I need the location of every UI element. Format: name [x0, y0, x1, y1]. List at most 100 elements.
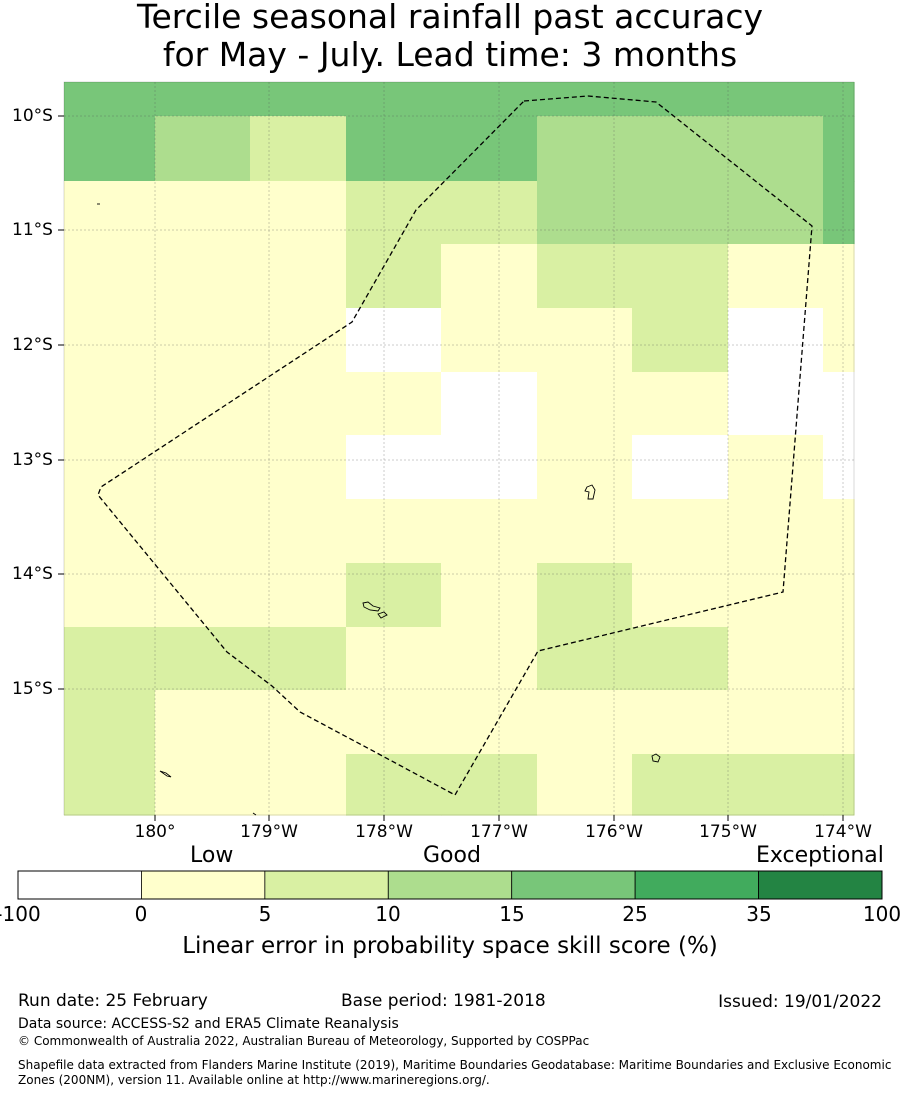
- skill-cell: [155, 372, 251, 436]
- run-date: Run date: 25 February: [18, 991, 208, 1011]
- skill-cell: [155, 754, 251, 816]
- skill-cell: [537, 116, 633, 182]
- skill-cell: [64, 754, 156, 816]
- lon-label-177w: 177°W: [470, 822, 528, 842]
- skill-cell: [155, 82, 251, 117]
- skill-cell: [346, 372, 442, 436]
- skill-cell: [537, 690, 633, 755]
- skill-cell: [250, 308, 347, 373]
- skill-cell: [250, 563, 347, 628]
- skill-cell: [250, 690, 347, 755]
- island-south: [252, 812, 257, 816]
- colorbar-label: Linear error in probability space skill …: [182, 933, 718, 959]
- skill-cell: [632, 116, 729, 182]
- shapefile-credit-line-2: Zones (200NM), version 11. Available onl…: [18, 1073, 490, 1087]
- skill-cell: [537, 754, 633, 816]
- skill-cell: [823, 435, 855, 500]
- skill-cell: [64, 435, 156, 500]
- colorbar-tick: 25: [622, 902, 648, 926]
- lat-label-13s: 13°S: [12, 450, 53, 470]
- skill-cell: [64, 308, 156, 373]
- skill-cell: [250, 435, 347, 500]
- colorbar-tick: -100: [0, 902, 41, 926]
- skill-cell: [346, 435, 442, 500]
- island-futuna: [651, 753, 661, 763]
- skill-cell: [632, 499, 729, 564]
- island-rotuma: [584, 484, 596, 500]
- lat-label-12s: 12°S: [12, 335, 53, 355]
- issued-date: Issued: 19/01/2022: [718, 992, 882, 1012]
- skill-cell: [346, 308, 442, 373]
- lat-label-15s: 15°S: [12, 679, 53, 699]
- lon-label-180: 180°: [134, 822, 176, 842]
- colorbar-tick: 15: [499, 902, 525, 926]
- skill-cell: [823, 627, 855, 691]
- legend-category-good: Good: [423, 843, 481, 868]
- skill-cell: [155, 116, 251, 182]
- skill-cell: [441, 754, 538, 816]
- lon-label-175w: 175°W: [699, 822, 757, 842]
- skill-cell: [155, 435, 251, 500]
- skill-cell: [250, 181, 347, 245]
- skill-cell: [537, 244, 633, 309]
- island-west: [159, 770, 172, 778]
- lon-label-179w: 179°W: [240, 822, 298, 842]
- skill-cell: [823, 499, 855, 564]
- skill-cell: [537, 308, 633, 373]
- skill-cell: [155, 563, 251, 628]
- colorbar-segment: [141, 870, 266, 900]
- skill-cell: [441, 372, 538, 436]
- title-line-1: Tercile seasonal rainfall past accuracy: [136, 0, 764, 36]
- skill-cell: [250, 372, 347, 436]
- skill-cell: [346, 627, 442, 691]
- skill-cell: [346, 754, 442, 816]
- skill-cell: [64, 690, 156, 755]
- skill-cell: [441, 82, 538, 117]
- skill-cell: [537, 181, 633, 245]
- skill-cell: [728, 435, 824, 500]
- skill-cell: [537, 563, 633, 628]
- skill-cell: [728, 627, 824, 691]
- copyright: © Commonwealth of Australia 2022, Austra…: [18, 1034, 590, 1048]
- skill-cell: [441, 308, 538, 373]
- skill-cell: [346, 563, 442, 628]
- skill-cell: [64, 116, 156, 182]
- skill-cell: [632, 181, 729, 245]
- skill-cell: [250, 754, 347, 816]
- skill-cell: [64, 244, 156, 309]
- eez-boundary: [97, 95, 813, 796]
- skill-cell: [64, 181, 156, 245]
- legend-category-exceptional: Exceptional: [756, 843, 884, 868]
- skill-cell: [632, 563, 729, 628]
- skill-cell: [728, 181, 824, 245]
- skill-cell: [823, 690, 855, 755]
- skill-cell: [823, 181, 855, 245]
- skill-cell: [64, 82, 156, 117]
- lon-ticks: [154, 815, 844, 821]
- skill-cell: [537, 499, 633, 564]
- skill-cell: [823, 563, 855, 628]
- skill-cell: [155, 499, 251, 564]
- skill-cell: [823, 116, 855, 182]
- skill-cell: [346, 499, 442, 564]
- skill-grid-cells: [64, 82, 855, 816]
- skill-cell: [728, 563, 824, 628]
- skill-cell: [441, 116, 538, 182]
- skill-cell: [632, 244, 729, 309]
- skill-cell: [632, 435, 729, 500]
- skill-cell: [728, 372, 824, 436]
- lat-label-14s: 14°S: [12, 564, 53, 584]
- colorbar-frame: [17, 870, 883, 900]
- skill-cell: [250, 244, 347, 309]
- data-source: Data source: ACCESS-S2 and ERA5 Climate …: [18, 1016, 399, 1032]
- skill-cell: [823, 82, 855, 117]
- lat-label-11s: 11°S: [12, 220, 53, 240]
- skill-cell: [632, 82, 729, 117]
- title-line-2: for May - July. Lead time: 3 months: [162, 35, 738, 74]
- island-wallis-2: [377, 611, 388, 619]
- lon-label-176w: 176°W: [585, 822, 643, 842]
- colorbar-tick: 35: [746, 902, 772, 926]
- skill-cell: [441, 627, 538, 691]
- legend-category-low: Low: [190, 843, 234, 868]
